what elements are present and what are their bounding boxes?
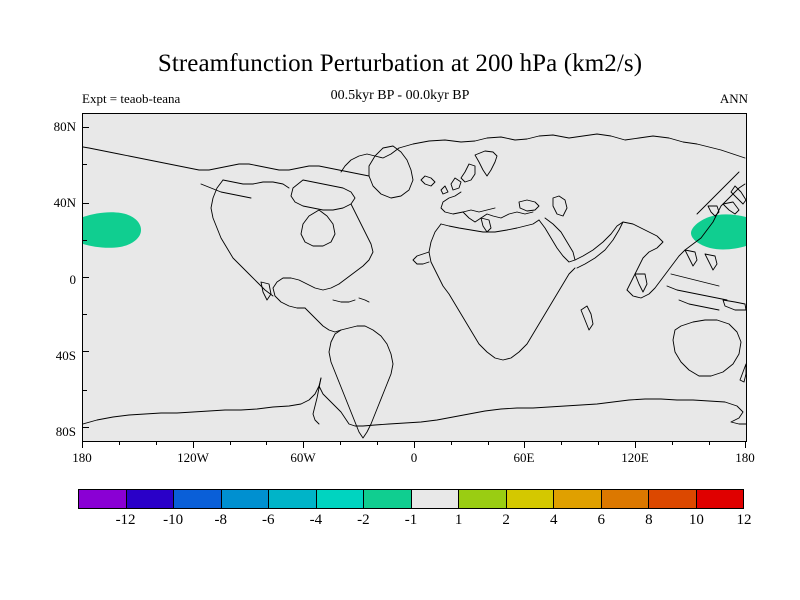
- xtick-minor-9: [561, 441, 562, 445]
- xtick-180e: [745, 441, 746, 448]
- colorbar-label-9: 4: [549, 512, 558, 528]
- xtick-label-120e: 120E: [621, 450, 649, 465]
- ytick-80s: [82, 427, 89, 428]
- ytick-label-40n: 40N: [53, 195, 76, 210]
- colorbar-strip: [78, 489, 744, 509]
- colorbar-label-10: 6: [597, 512, 606, 528]
- xtick-label-60e: 60E: [513, 450, 535, 465]
- xtick-60w: [303, 441, 304, 448]
- xtick-label-60w: 60W: [290, 450, 316, 465]
- ytick-label-0: 0: [69, 272, 77, 287]
- colorbar-label-12: 10: [688, 512, 704, 528]
- colorbar-label-1: -10: [163, 512, 184, 528]
- xtick-minor-12: [709, 441, 710, 445]
- xtick-minor-7: [451, 441, 452, 445]
- anomaly-blob-east: [691, 214, 746, 250]
- xtick-0: [414, 441, 415, 448]
- colorbar-label-2: -8: [214, 512, 227, 528]
- colorbar-segment-5: [316, 490, 364, 508]
- xtick-label-180e: 180: [735, 450, 755, 465]
- colorbar-segment-6: [364, 490, 412, 508]
- ytick-60n: [82, 164, 87, 165]
- xtick-minor-1: [119, 441, 120, 445]
- map-plot-area: [82, 113, 747, 442]
- colorbar-segment-10: [554, 490, 602, 508]
- colorbar-label-3: -6: [262, 512, 275, 528]
- xtick-label-120w: 120W: [177, 450, 209, 465]
- xtick-minor-6: [377, 441, 378, 445]
- colorbar-segment-8: [459, 490, 507, 508]
- colorbar-label-6: -1: [404, 512, 418, 528]
- colorbar-segment-4: [269, 490, 317, 508]
- xtick-120e: [635, 441, 636, 448]
- ytick-label-80s: 80S: [55, 424, 76, 439]
- colorbar-label-0: -12: [115, 512, 136, 528]
- xtick-minor-2: [156, 441, 157, 445]
- colorbar-segment-1: [126, 490, 174, 508]
- xtick-120w: [193, 441, 194, 448]
- ytick-80n: [82, 127, 89, 128]
- colorbar-segment-12: [649, 490, 697, 508]
- colorbar-segment-2: [174, 490, 222, 508]
- colorbar-segment-11: [601, 490, 649, 508]
- xtick-minor-10: [598, 441, 599, 445]
- xtick-label-0: 0: [410, 450, 418, 465]
- xtick-minor-11: [672, 441, 673, 445]
- colorbar-label-4: -4: [309, 512, 323, 528]
- xtick-minor-4: [266, 441, 267, 445]
- season-label: ANN: [719, 91, 748, 106]
- colorbar-segment-13: [696, 490, 743, 508]
- colorbar-segment-0: [79, 490, 127, 508]
- ytick-0: [82, 277, 89, 278]
- xtick-180w: [82, 441, 83, 448]
- colorbar-segment-3: [221, 490, 269, 508]
- colorbar-label-8: 2: [502, 512, 510, 528]
- experiment-label: Expt = teaob-teana: [82, 91, 181, 106]
- ytick-20n: [82, 240, 87, 241]
- xtick-60e: [524, 441, 525, 448]
- xtick-label-180w: 180: [72, 450, 92, 465]
- colorbar-label-5: -2: [357, 512, 370, 528]
- colorbar-label-13: 12: [736, 512, 752, 528]
- ytick-label-80n: 80N: [53, 119, 76, 134]
- xtick-minor-3: [230, 441, 231, 445]
- xtick-minor-8: [488, 441, 489, 445]
- colorbar: [78, 489, 744, 509]
- world-map: [83, 133, 746, 439]
- page-title: Streamfunction Perturbation at 200 hPa (…: [157, 50, 643, 77]
- ytick-20s: [82, 314, 87, 315]
- colorbar-label-11: 8: [645, 512, 653, 528]
- colorbar-label-7: 1: [454, 512, 463, 528]
- xtick-minor-5: [340, 441, 341, 445]
- colorbar-segment-9: [506, 490, 554, 508]
- coastlines: [83, 133, 746, 439]
- ytick-40n: [82, 203, 89, 204]
- ytick-60s: [82, 390, 87, 391]
- anomaly-blob-west: [83, 212, 141, 248]
- shaded-anomaly-regions: [83, 212, 746, 250]
- chart-subtitle: 00.5kyr BP - 00.0kyr BP: [330, 88, 470, 103]
- colorbar-segment-7: [411, 490, 459, 508]
- ytick-label-40s: 40S: [55, 348, 76, 363]
- ytick-40s: [82, 351, 89, 352]
